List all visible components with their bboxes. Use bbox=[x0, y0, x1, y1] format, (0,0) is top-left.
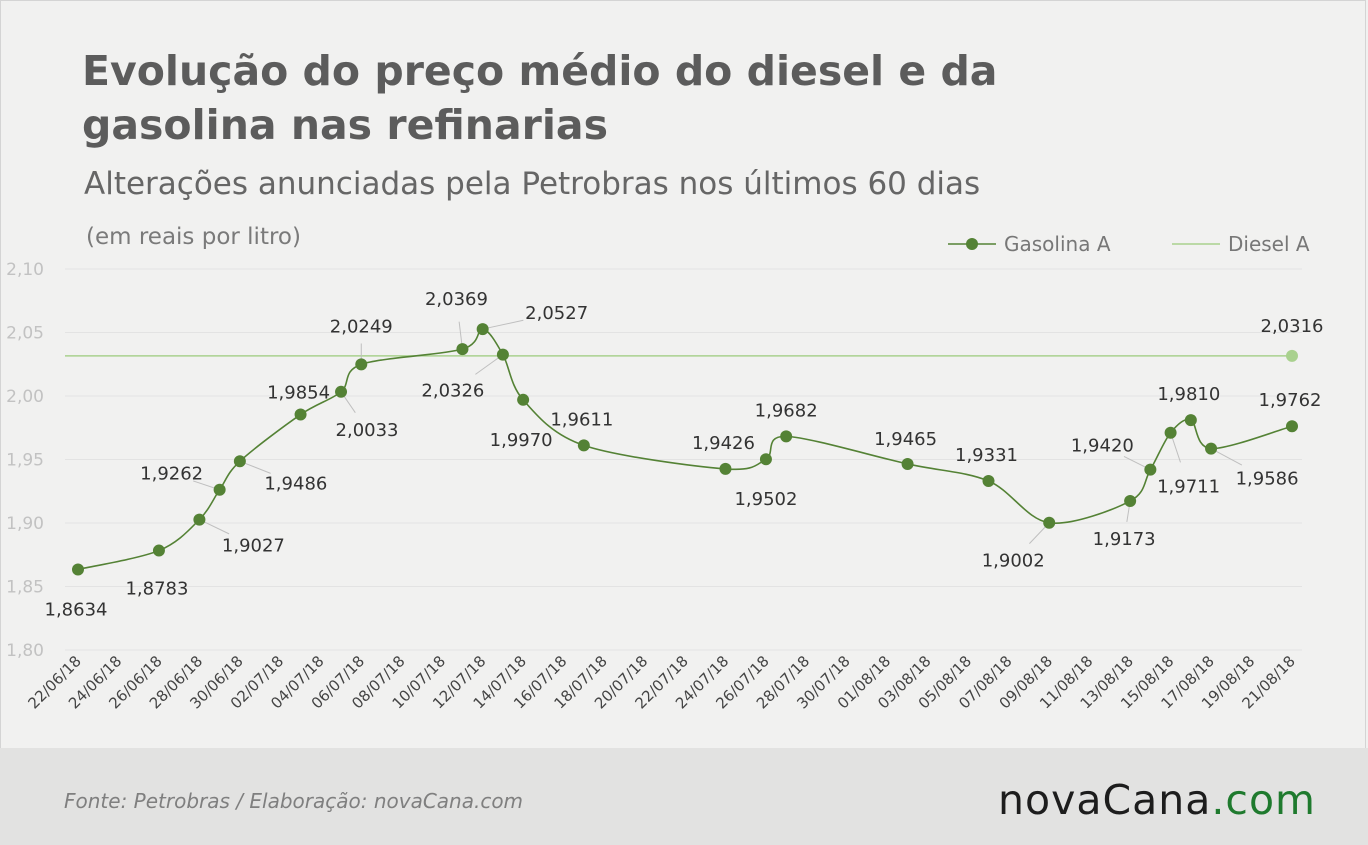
gasolina-data-point bbox=[476, 323, 489, 336]
gasolina-data-label: 1,9486 bbox=[264, 473, 327, 494]
gasolina-data-label: 1,9611 bbox=[550, 409, 613, 430]
gasolina-data-point bbox=[193, 513, 206, 526]
y-tick-label: 1,80 bbox=[6, 641, 44, 661]
gasolina-data-label: 2,0369 bbox=[425, 289, 488, 310]
gasolina-data-point bbox=[72, 563, 84, 576]
gasolina-data-label: 2,0033 bbox=[336, 420, 399, 441]
gasolina-data-point bbox=[577, 439, 590, 452]
gasolina-data-label: 1,9970 bbox=[490, 430, 553, 451]
gasolina-data-point bbox=[1184, 414, 1197, 427]
y-tick-label: 1,85 bbox=[6, 578, 44, 598]
gasolina-data-point bbox=[759, 453, 772, 466]
gasolina-data-point bbox=[294, 408, 307, 421]
gasolina-data-point bbox=[517, 393, 530, 406]
gasolina-data-point bbox=[1286, 420, 1298, 433]
gasolina-data-point bbox=[1205, 442, 1218, 455]
gasolina-data-point bbox=[496, 348, 509, 361]
gasolina-data-label: 1,9810 bbox=[1157, 384, 1220, 405]
gasolina-data-label: 1,8634 bbox=[45, 599, 108, 620]
logo-text-cana: Cana bbox=[1102, 776, 1212, 824]
gasolina-data-label: 1,9465 bbox=[874, 429, 937, 450]
source-text: Fonte: Petrobras / Elaboração: novaCana.… bbox=[64, 789, 524, 813]
legend-gasolina-marker bbox=[966, 238, 978, 250]
gasolina-data-point bbox=[233, 455, 246, 468]
gasolina-data-label: 1,9854 bbox=[267, 383, 330, 404]
diesel-data-label: 2,0316 bbox=[1261, 316, 1324, 337]
novacana-logo: novaCana.com bbox=[998, 776, 1316, 824]
diesel-end-marker bbox=[1286, 349, 1298, 362]
gasolina-data-point bbox=[355, 358, 368, 371]
logo-text-com: .com bbox=[1211, 776, 1316, 824]
gasolina-data-label: 1,9420 bbox=[1071, 436, 1134, 457]
legend-diesel-label: Diesel A bbox=[1228, 232, 1310, 256]
gasolina-data-point bbox=[719, 462, 732, 475]
gasolina-data-label: 1,9002 bbox=[982, 551, 1045, 572]
gasolina-data-point bbox=[152, 544, 165, 557]
chart-subtitle: Alterações anunciadas pela Petrobras nos… bbox=[84, 166, 981, 202]
gasolina-data-label: 2,0249 bbox=[330, 316, 393, 337]
chart-title: Evolução do preço médio do diesel e da g… bbox=[82, 47, 998, 149]
gasolina-data-label: 1,9027 bbox=[222, 536, 285, 557]
gasolina-data-point bbox=[1124, 495, 1137, 508]
gasolina-data-point bbox=[901, 457, 914, 470]
gasolina-data-point bbox=[335, 385, 348, 398]
gasolina-data-label: 1,9586 bbox=[1236, 469, 1299, 490]
y-tick-label: 1,90 bbox=[6, 514, 44, 534]
gasolina-data-point bbox=[1043, 516, 1056, 529]
y-tick-label: 2,00 bbox=[6, 387, 44, 407]
gasolina-data-label: 1,8783 bbox=[125, 579, 188, 600]
legend-gasolina-label: Gasolina A bbox=[1004, 232, 1111, 256]
gasolina-data-label: 1,9762 bbox=[1259, 390, 1322, 411]
gasolina-data-label: 1,9173 bbox=[1093, 529, 1156, 550]
y-tick-label: 1,95 bbox=[6, 451, 44, 471]
footer: Fonte: Petrobras / Elaboração: novaCana.… bbox=[0, 748, 1368, 845]
y-tick-label: 2,10 bbox=[6, 260, 44, 280]
gasolina-data-label: 1,9711 bbox=[1157, 477, 1220, 498]
gasolina-data-point bbox=[456, 343, 469, 356]
label-leader-line bbox=[482, 319, 524, 330]
gasolina-data-point bbox=[780, 430, 793, 443]
line-chart: 1,801,851,901,952,002,052,1022/06/1824/0… bbox=[6, 232, 1324, 712]
gasolina-data-label: 1,9502 bbox=[734, 489, 797, 510]
gasolina-data-label: 1,9331 bbox=[955, 445, 1018, 466]
logo-text-nova: nova bbox=[998, 776, 1103, 824]
gasolina-data-label: 2,0326 bbox=[421, 381, 484, 402]
gasolina-data-label: 1,9426 bbox=[692, 433, 755, 454]
gasolina-data-point bbox=[1164, 426, 1177, 439]
gasolina-data-label: 1,9682 bbox=[755, 400, 818, 421]
gasolina-data-point bbox=[213, 483, 226, 496]
gasolina-data-label: 2,0527 bbox=[525, 303, 588, 324]
gasolina-data-point bbox=[1144, 463, 1157, 476]
y-tick-label: 2,05 bbox=[6, 324, 44, 344]
units-label: (em reais por litro) bbox=[86, 224, 301, 250]
gasolina-data-point bbox=[982, 474, 995, 487]
gasolina-data-label: 1,9262 bbox=[140, 464, 203, 485]
